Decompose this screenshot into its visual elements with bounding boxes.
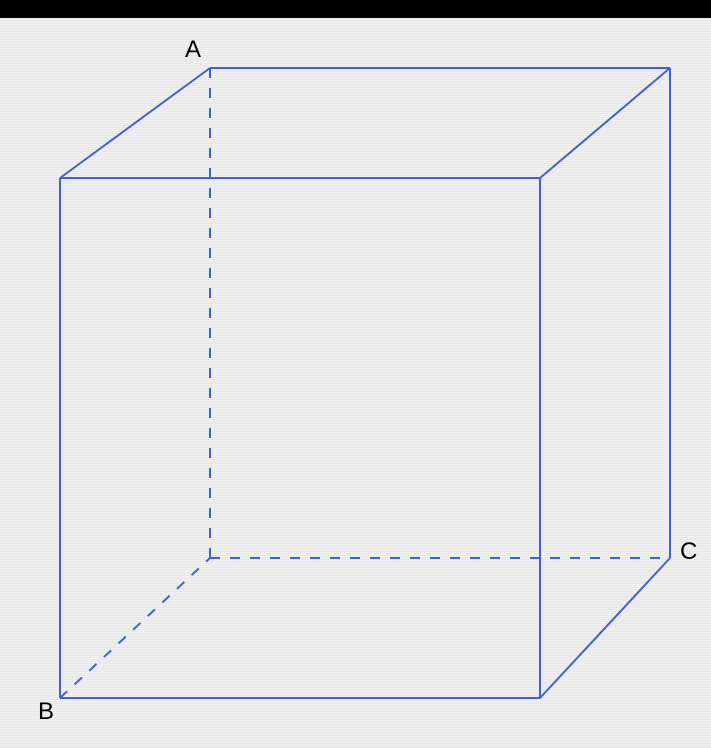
diagram-canvas: A B C bbox=[0, 18, 711, 748]
vertex-label-b: B bbox=[38, 698, 54, 726]
edge-top-left-depth bbox=[60, 68, 210, 178]
vertex-label-a: A bbox=[185, 36, 201, 64]
edge-bottom-right-depth bbox=[540, 558, 670, 698]
edge-top-right-depth bbox=[540, 68, 670, 178]
cube-wireframe bbox=[0, 18, 711, 748]
vertex-label-c: C bbox=[680, 538, 697, 566]
edge-bottom-left-depth-hidden bbox=[60, 558, 210, 698]
